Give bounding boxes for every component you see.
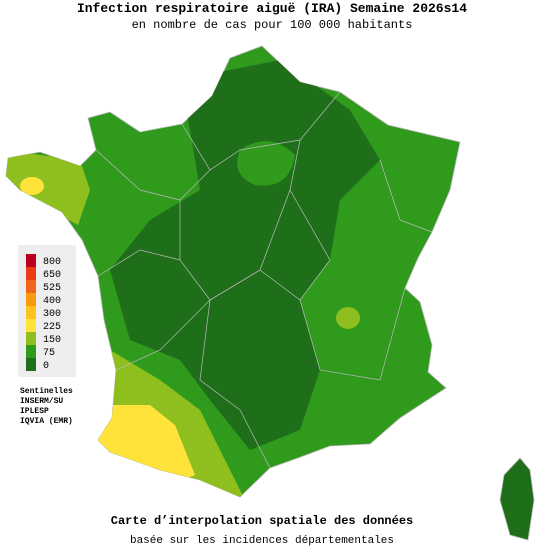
france-map <box>5 45 535 541</box>
region-borders <box>95 91 433 469</box>
legend-label: 75 <box>43 348 55 359</box>
brittany-spot <box>20 177 44 195</box>
source-label: INSERM/SU <box>20 397 63 406</box>
title: Infection respiratoire aiguë (IRA) Semai… <box>77 1 467 16</box>
legend-swatch <box>26 293 36 306</box>
legend-swatch <box>26 280 36 293</box>
brittany-zone <box>6 150 90 225</box>
legend-label: 150 <box>43 335 61 346</box>
source-label: IQVIA (EMR) <box>20 417 73 426</box>
legend-swatch <box>26 345 36 358</box>
legend-label: 525 <box>43 283 61 294</box>
footer-title: Carte d’interpolation spatiale des donné… <box>111 514 413 528</box>
paris-zone <box>237 141 295 186</box>
legend-swatch <box>26 332 36 345</box>
dark-zone <box>110 60 380 450</box>
source-label: IPLESP <box>20 407 49 416</box>
legend-label: 0 <box>43 361 49 372</box>
corsica <box>499 457 535 541</box>
legend-label: 650 <box>43 270 61 281</box>
footer-subtitle: basée sur les incidences départementales <box>130 535 394 547</box>
lyon-spot <box>336 307 360 329</box>
legend-swatch <box>26 254 36 267</box>
source-label: Sentinelles <box>20 387 73 396</box>
legend: 800 650 525 400 300 225 150 75 0 <box>18 245 76 377</box>
legend-label: 400 <box>43 296 61 307</box>
subtitle: en nombre de cas pour 100 000 habitants <box>132 18 413 32</box>
legend-swatch <box>26 267 36 280</box>
legend-swatch <box>26 319 36 332</box>
legend-swatch <box>26 306 36 319</box>
legend-label: 300 <box>43 309 61 320</box>
legend-label: 225 <box>43 322 61 333</box>
legend-swatch <box>26 358 36 371</box>
rhone-zone <box>339 285 383 350</box>
legend-label: 800 <box>43 257 61 268</box>
